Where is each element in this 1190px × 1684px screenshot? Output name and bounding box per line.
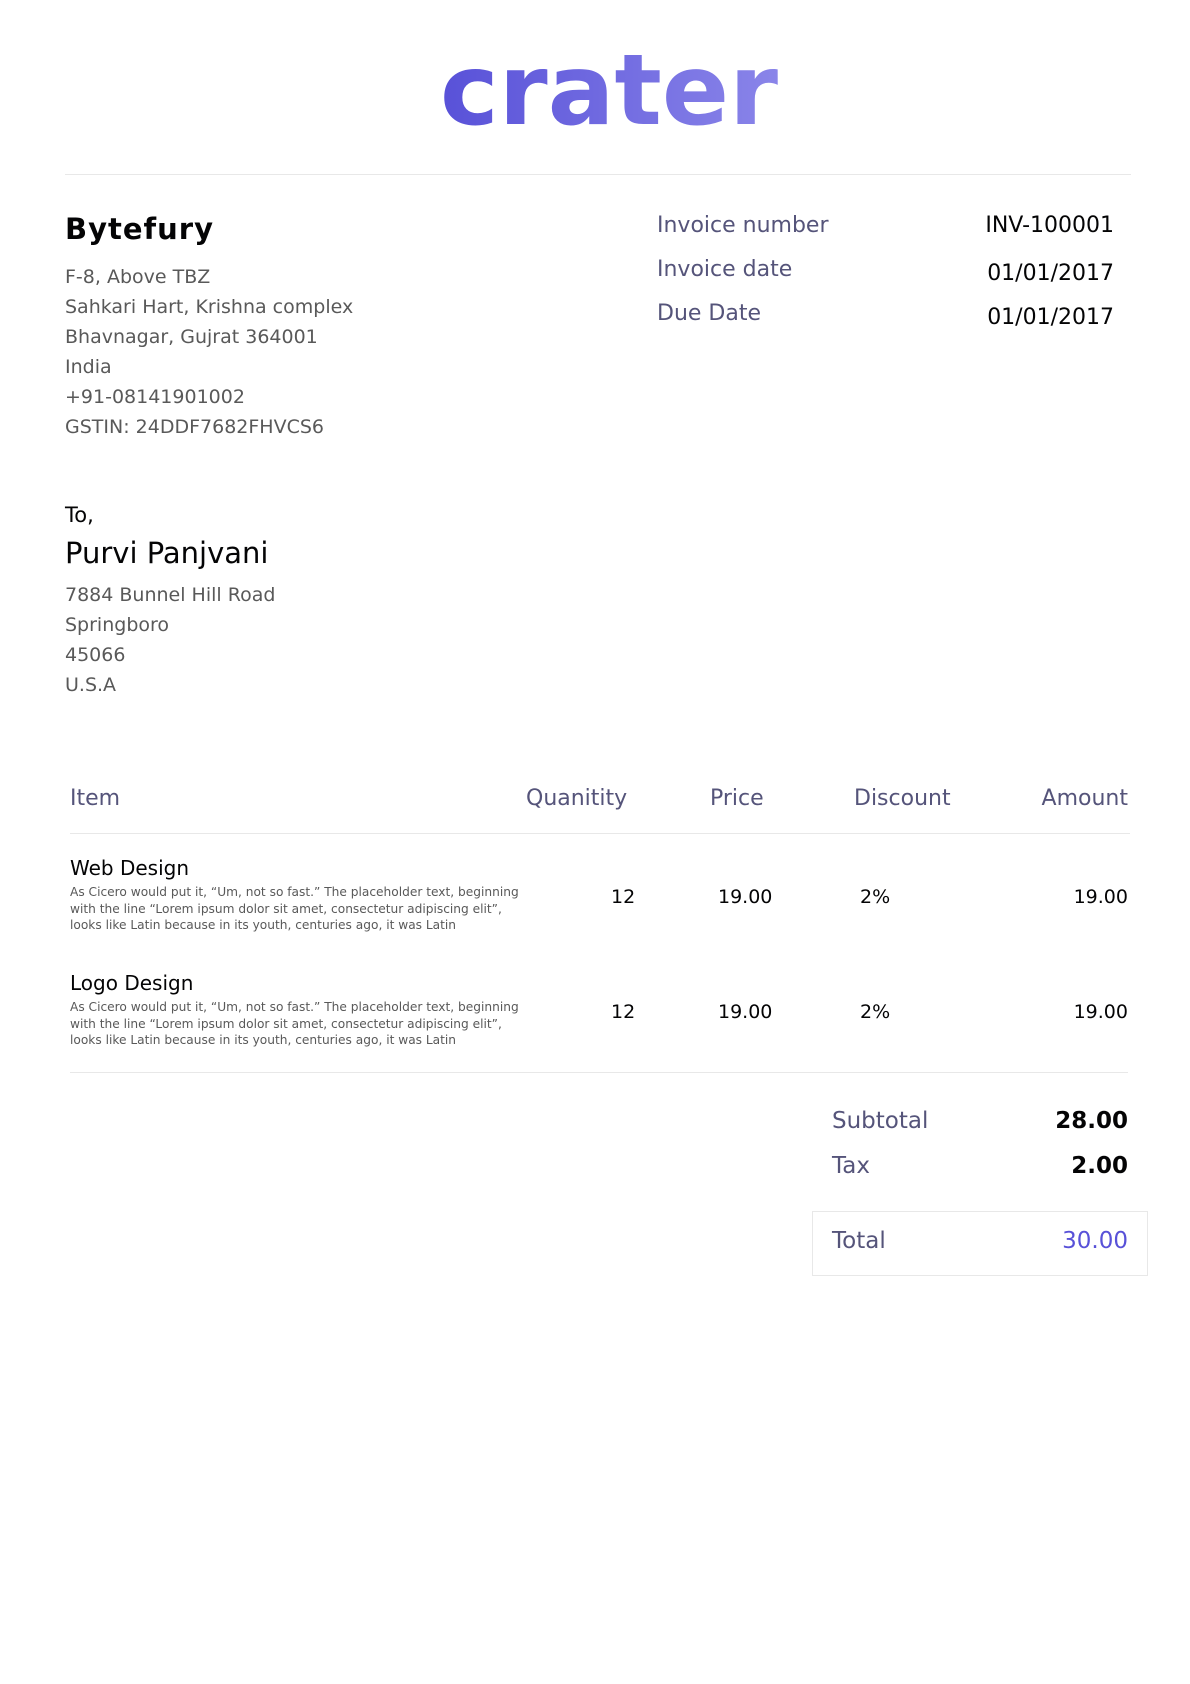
customer-address-line: U.S.A bbox=[65, 674, 117, 696]
to-label: To, bbox=[65, 503, 94, 527]
customer-address-line: Springboro bbox=[65, 614, 170, 636]
company-address-line: Sahkari Hart, Krishna complex bbox=[65, 296, 354, 318]
item-name: Web Design bbox=[70, 856, 190, 880]
item-price: 19.00 bbox=[718, 886, 773, 908]
item-discount: 2% bbox=[860, 886, 891, 908]
item-quantity: 12 bbox=[611, 1001, 636, 1023]
due-date-value: 01/01/2017 bbox=[987, 305, 1114, 330]
header-divider bbox=[65, 174, 1131, 175]
due-date-label: Due Date bbox=[657, 301, 761, 326]
crater-logo: crater bbox=[440, 44, 779, 130]
item-quantity: 12 bbox=[611, 886, 636, 908]
invoice-date-value: 01/01/2017 bbox=[987, 261, 1114, 286]
header-amount: Amount bbox=[1041, 786, 1128, 811]
header-discount: Discount bbox=[854, 786, 951, 811]
invoice-number-label: Invoice number bbox=[657, 213, 829, 238]
invoice-number-value: INV-100001 bbox=[985, 213, 1114, 238]
company-address-line: Bhavnagar, Gujrat 364001 bbox=[65, 326, 318, 348]
item-price: 19.00 bbox=[718, 1001, 773, 1023]
company-address-line: India bbox=[65, 356, 112, 378]
total-value: 30.00 bbox=[1062, 1228, 1128, 1254]
table-footer-divider bbox=[70, 1072, 1128, 1073]
svg-text:crater: crater bbox=[440, 44, 779, 130]
item-amount: 19.00 bbox=[1073, 886, 1128, 908]
company-phone: +91-08141901002 bbox=[65, 386, 245, 408]
invoice-date-label: Invoice date bbox=[657, 257, 793, 282]
company-gstin: GSTIN: 24DDF7682FHVCS6 bbox=[65, 416, 324, 438]
subtotal-label: Subtotal bbox=[832, 1108, 929, 1134]
tax-label: Tax bbox=[832, 1153, 870, 1179]
item-amount: 19.00 bbox=[1073, 1001, 1128, 1023]
header-item: Item bbox=[70, 786, 121, 811]
total-box bbox=[812, 1211, 1148, 1276]
customer-address-line: 45066 bbox=[65, 644, 126, 666]
item-discount: 2% bbox=[860, 1001, 891, 1023]
company-name: Bytefury bbox=[65, 212, 215, 246]
subtotal-value: 28.00 bbox=[1055, 1108, 1128, 1134]
header-quantity: Quanitity bbox=[526, 786, 628, 811]
item-name: Logo Design bbox=[70, 971, 194, 995]
header-price: Price bbox=[710, 786, 764, 811]
table-header-divider bbox=[70, 833, 1130, 834]
item-description: As Cicero would put it, “Um, not so fast… bbox=[70, 1000, 519, 1047]
item-description: As Cicero would put it, “Um, not so fast… bbox=[70, 885, 519, 932]
company-address-line: F-8, Above TBZ bbox=[65, 266, 211, 288]
total-label: Total bbox=[832, 1228, 886, 1254]
customer-address-line: 7884 Bunnel Hill Road bbox=[65, 584, 276, 606]
customer-name: Purvi Panjvani bbox=[65, 536, 269, 570]
tax-value: 2.00 bbox=[1071, 1153, 1128, 1179]
